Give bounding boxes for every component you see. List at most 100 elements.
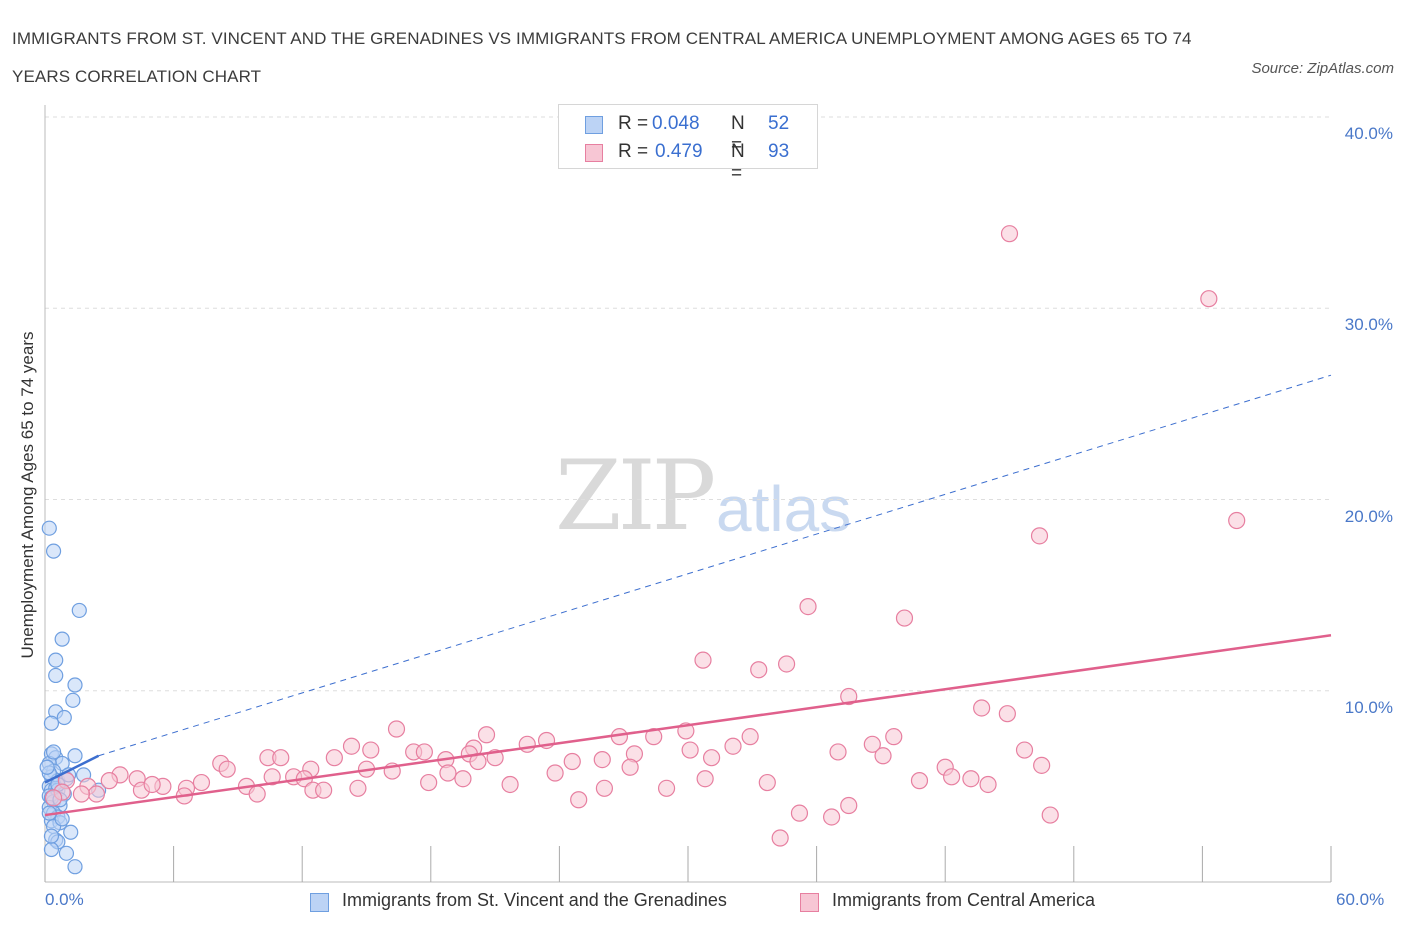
y-tick-label: 10.0% (1344, 697, 1393, 717)
point-central-america (829, 743, 847, 761)
point-central-america (823, 808, 841, 826)
point-central-america (973, 699, 991, 717)
legend-swatch-blue (585, 116, 603, 134)
point-central-america (962, 770, 980, 788)
r-value: 0.048 (652, 113, 700, 134)
watermark-atlas: atlas (716, 473, 852, 545)
point-central-america (415, 743, 433, 761)
n-value: 93 (768, 141, 790, 162)
point-st-vincent (58, 845, 75, 861)
r-label: R = (618, 141, 649, 162)
legend-swatch-pink (585, 144, 603, 162)
point-central-america (387, 720, 406, 738)
point-st-vincent (45, 543, 62, 559)
point-st-vincent (48, 667, 64, 684)
point-central-america (263, 768, 281, 786)
point-st-vincent (41, 520, 57, 536)
point-central-america (1015, 741, 1034, 759)
correlation-legend: R = 0.048 N = 52 R = 0.479 N = 93 (558, 104, 818, 184)
point-central-america (143, 775, 161, 794)
point-central-america (218, 760, 236, 778)
legend-swatch-blue (310, 893, 329, 912)
source-label: Source: ZipAtlas.com (1251, 60, 1394, 77)
point-central-america (621, 758, 639, 776)
chart-title: IMMIGRANTS FROM ST. VINCENT AND THE GREN… (12, 29, 1192, 86)
point-central-america (863, 735, 881, 753)
point-central-america (1030, 527, 1049, 545)
point-central-america (272, 749, 290, 767)
point-central-america (998, 705, 1016, 723)
point-central-america (943, 768, 961, 786)
point-central-america (681, 741, 699, 759)
n-value: 52 (768, 113, 790, 134)
legend-swatch-pink (800, 893, 819, 912)
trendline-st-vincent-extended (98, 374, 1332, 757)
point-st-vincent (67, 677, 83, 693)
point-st-vincent (56, 709, 72, 726)
point-central-america (349, 779, 367, 797)
point-central-america (1041, 806, 1059, 824)
point-central-america (362, 741, 380, 759)
point-central-america (595, 779, 614, 797)
point-central-america (454, 770, 472, 788)
point-central-america (895, 609, 914, 627)
point-central-america (87, 785, 106, 803)
y-tick-label: 30.0% (1344, 315, 1393, 335)
point-central-america (248, 785, 266, 803)
point-central-america (192, 773, 211, 792)
point-central-america (758, 773, 776, 792)
point-central-america (420, 773, 438, 792)
point-central-america (910, 772, 929, 790)
point-st-vincent (43, 828, 60, 844)
trendline-central-america (44, 634, 1332, 817)
point-central-america (439, 764, 457, 782)
point-central-america (657, 779, 676, 797)
point-st-vincent (71, 602, 87, 619)
point-st-vincent (43, 841, 60, 858)
n-label: N = (731, 141, 745, 184)
watermark-zip: ZIP (555, 440, 716, 552)
point-st-vincent (65, 692, 81, 708)
point-central-america (694, 651, 712, 669)
point-st-vincent (63, 824, 79, 840)
point-central-america (979, 775, 997, 794)
r-value: 0.479 (655, 141, 703, 162)
point-central-america (518, 735, 536, 753)
point-st-vincent (39, 759, 55, 775)
point-central-america (342, 737, 361, 755)
point-central-america (724, 737, 742, 755)
n-label: N = (731, 113, 745, 156)
y-tick-label: 20.0% (1344, 506, 1393, 526)
point-central-america (750, 661, 768, 679)
point-central-america (44, 789, 63, 807)
point-central-america (840, 796, 858, 815)
point-central-america (546, 764, 564, 782)
legend-label: Immigrants from St. Vincent and the Gren… (342, 890, 727, 910)
legend-label: Immigrants from Central America (832, 890, 1096, 910)
point-central-america (702, 749, 721, 767)
point-st-vincent (45, 744, 62, 760)
point-central-america (741, 728, 759, 746)
point-st-vincent (43, 715, 60, 731)
point-central-america (1000, 225, 1019, 243)
trendline-st-vincent (44, 754, 100, 784)
point-central-america (593, 750, 611, 769)
y-axis-label: Unemployment Among Ages 65 to 74 years (18, 331, 37, 659)
point-central-america (1033, 756, 1051, 774)
y-tick-label: 40.0% (1344, 124, 1393, 143)
point-central-america (563, 752, 581, 771)
point-central-america (315, 781, 333, 799)
point-central-america (696, 770, 714, 788)
point-central-america (790, 804, 809, 822)
point-st-vincent (67, 748, 83, 764)
point-central-america (1200, 290, 1218, 308)
point-central-america (501, 775, 519, 794)
point-central-america (885, 728, 903, 746)
point-central-america (645, 728, 663, 746)
point-central-america (874, 747, 892, 765)
point-central-america (771, 829, 789, 847)
r-label: R = (618, 113, 649, 134)
point-st-vincent (48, 652, 64, 668)
point-central-america (100, 772, 118, 790)
